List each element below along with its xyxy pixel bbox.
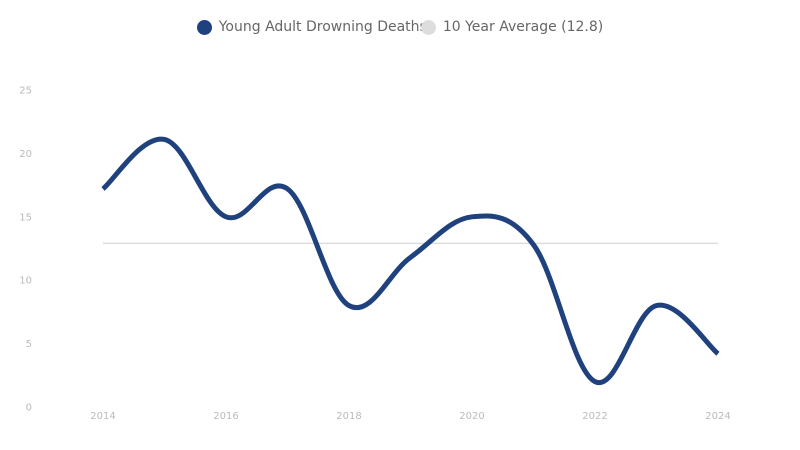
legend-item-average[interactable]: 10 Year Average (12.8) xyxy=(420,19,604,35)
chart-legend: Young Adult Drowning Deaths 10 Year Aver… xyxy=(0,19,800,35)
legend-swatch-average xyxy=(420,19,436,35)
data-point[interactable] xyxy=(589,376,601,388)
y-tick-label: 0 xyxy=(26,403,32,414)
data-point[interactable] xyxy=(220,211,232,223)
x-tick-label: 2018 xyxy=(336,411,361,422)
y-tick-label: 15 xyxy=(19,212,32,223)
y-tick-label: 5 xyxy=(26,339,32,350)
data-point[interactable] xyxy=(712,348,724,360)
x-tick-label: 2024 xyxy=(705,411,730,422)
x-tick-label: 2014 xyxy=(90,411,115,422)
x-tick-label: 2022 xyxy=(582,411,607,422)
data-point[interactable] xyxy=(405,251,417,263)
x-axis: 2014 2016 2018 2020 2022 2024 xyxy=(90,411,730,422)
legend-label-deaths: Young Adult Drowning Deaths xyxy=(218,19,427,35)
legend-item-deaths[interactable]: Young Adult Drowning Deaths xyxy=(196,19,427,35)
y-tick-label: 25 xyxy=(19,86,32,97)
data-point[interactable] xyxy=(466,211,478,223)
legend-swatch-deaths xyxy=(196,19,212,35)
legend-label-average: 10 Year Average (12.8) xyxy=(442,19,604,35)
y-axis: 0 5 10 15 20 25 xyxy=(19,86,32,414)
y-tick-label: 10 xyxy=(19,276,32,287)
data-point[interactable] xyxy=(159,133,171,145)
x-tick-label: 2020 xyxy=(459,411,484,422)
data-point[interactable] xyxy=(651,300,663,312)
series-layer xyxy=(97,133,724,388)
data-point[interactable] xyxy=(282,183,294,195)
data-point[interactable] xyxy=(528,239,540,251)
x-tick-label: 2016 xyxy=(213,411,238,422)
series-line-deaths[interactable] xyxy=(101,136,720,386)
data-point[interactable] xyxy=(97,183,109,195)
data-point[interactable] xyxy=(343,300,355,312)
y-tick-label: 20 xyxy=(19,149,32,160)
